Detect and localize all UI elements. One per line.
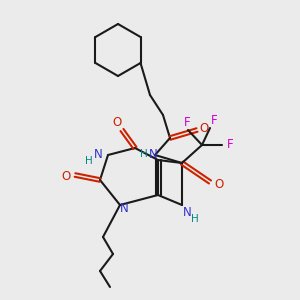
Text: H: H (85, 156, 93, 166)
Text: O: O (61, 170, 70, 184)
Text: N: N (94, 148, 102, 160)
Text: H: H (140, 149, 148, 159)
Text: O: O (214, 178, 224, 191)
Text: O: O (112, 116, 122, 128)
Text: N: N (183, 206, 191, 218)
Text: H: H (191, 214, 199, 224)
Text: N: N (120, 202, 128, 215)
Text: F: F (184, 116, 190, 130)
Text: F: F (211, 115, 217, 128)
Text: F: F (227, 139, 233, 152)
Text: N: N (148, 148, 158, 161)
Text: O: O (200, 122, 208, 136)
